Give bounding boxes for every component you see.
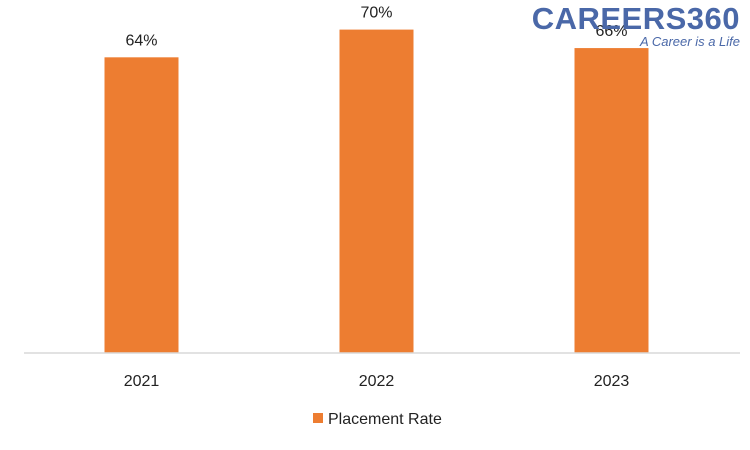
careers360-logo: CAREERS360 A Career is a Life — [532, 2, 740, 49]
data-label-2021: 64% — [125, 32, 157, 49]
logo-wordmark: CAREERS360 — [531, 1, 740, 36]
bar-2022 — [339, 29, 414, 353]
legend-label: Placement Rate — [328, 411, 442, 428]
data-labels-layer: 64% 70% 66% — [125, 5, 627, 50]
x-tick-label-2021: 2021 — [124, 373, 160, 390]
logo-tagline: A Career is a Life — [640, 34, 740, 49]
data-label-2022: 70% — [360, 5, 392, 22]
x-tick-label-2022: 2022 — [359, 373, 395, 390]
bar-2021 — [104, 57, 179, 353]
x-tick-labels-layer: 2021 2022 2023 — [124, 373, 630, 390]
data-label-2023: 66% — [595, 23, 627, 40]
bars-layer — [104, 29, 649, 354]
bar-2023 — [574, 48, 649, 354]
legend-swatch — [313, 413, 323, 423]
x-tick-label-2023: 2023 — [594, 373, 630, 390]
legend: Placement Rate — [313, 411, 442, 428]
